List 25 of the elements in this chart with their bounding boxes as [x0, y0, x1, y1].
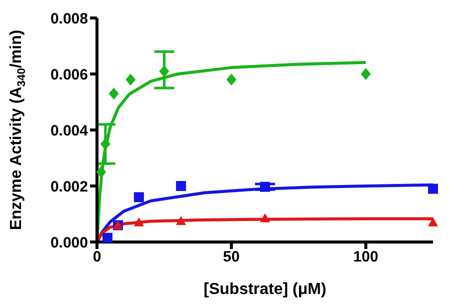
x-axis-title: [Substrate] (μM) — [204, 281, 326, 298]
point — [126, 74, 136, 86]
point — [428, 184, 438, 194]
point — [134, 217, 144, 226]
point — [134, 192, 144, 202]
point — [102, 232, 112, 243]
point — [108, 88, 119, 100]
x-tick-label: 100 — [353, 248, 378, 266]
point — [428, 217, 438, 226]
y-tick-label: 0.002 — [50, 178, 88, 196]
point — [96, 166, 106, 178]
point — [176, 181, 186, 191]
point — [360, 68, 371, 80]
x-tick-label: 0 — [92, 248, 102, 266]
y-tick-label: 0.000 — [50, 234, 88, 252]
y-tick-label: 0.004 — [50, 122, 89, 140]
y-tick-label: 0.008 — [50, 10, 88, 28]
point — [260, 213, 270, 222]
point — [159, 65, 170, 78]
point — [260, 182, 270, 192]
point — [226, 74, 236, 86]
point — [176, 216, 186, 225]
point — [100, 138, 110, 150]
y-tick-label: 0.006 — [50, 66, 88, 84]
x-tick-label: 50 — [223, 248, 240, 266]
